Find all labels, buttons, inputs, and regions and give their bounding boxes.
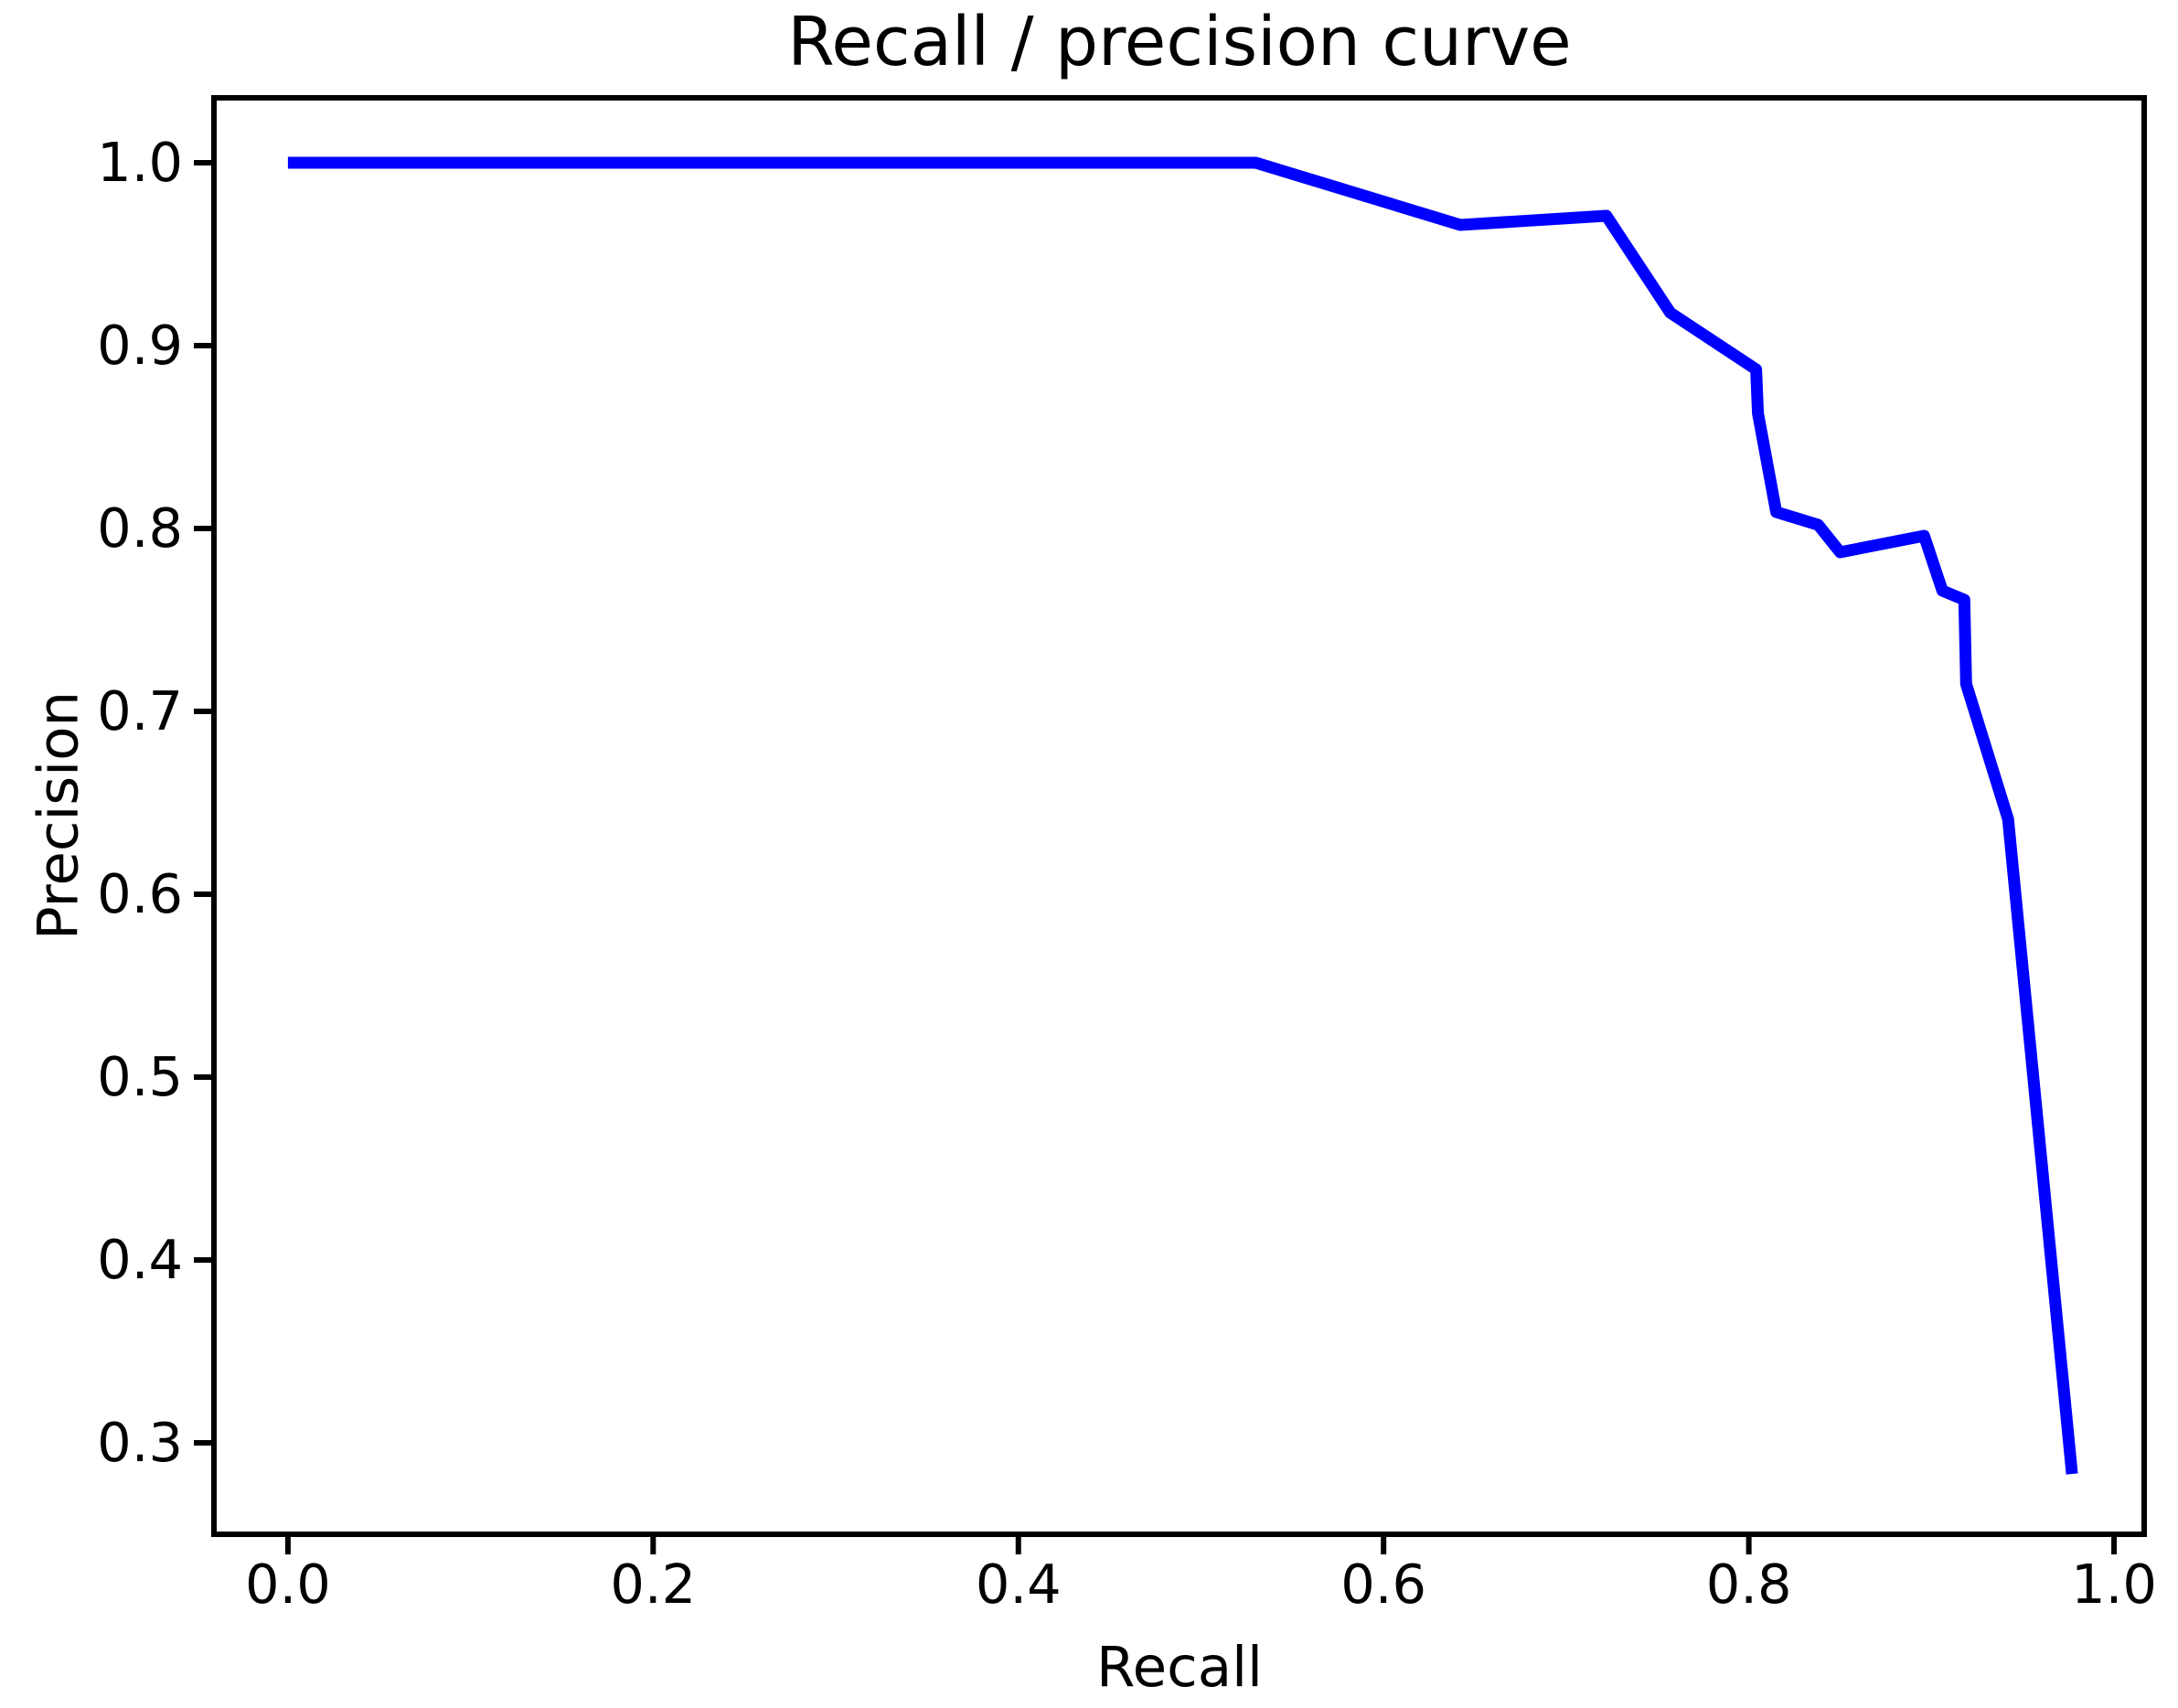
y-tick-label: 0.3	[97, 1411, 183, 1474]
y-tick-label: 0.7	[97, 679, 183, 742]
x-tick-label: 1.0	[2071, 1553, 2157, 1616]
y-tick-label: 1.0	[97, 131, 183, 194]
y-tick-label: 0.8	[97, 496, 183, 560]
y-axis-label: Precision	[26, 690, 91, 941]
y-tick-label: 0.9	[97, 314, 183, 377]
x-tick-label: 0.2	[610, 1553, 697, 1616]
chart-title: Recall / precision curve	[787, 3, 1572, 81]
axes-border	[211, 95, 2147, 1537]
y-tick-label: 0.5	[97, 1045, 183, 1108]
precision-recall-curve	[287, 156, 2078, 1475]
x-tick-label: 0.4	[975, 1553, 1062, 1616]
axis-ticks	[194, 160, 2118, 1554]
x-tick-label: 0.8	[1705, 1553, 1792, 1616]
x-axis-label: Recall	[1096, 1635, 1263, 1700]
y-tick-label: 0.6	[97, 862, 183, 925]
x-tick-label: 0.6	[1340, 1553, 1427, 1616]
x-tick-label: 0.0	[244, 1553, 331, 1616]
y-tick-label: 0.4	[97, 1228, 183, 1291]
